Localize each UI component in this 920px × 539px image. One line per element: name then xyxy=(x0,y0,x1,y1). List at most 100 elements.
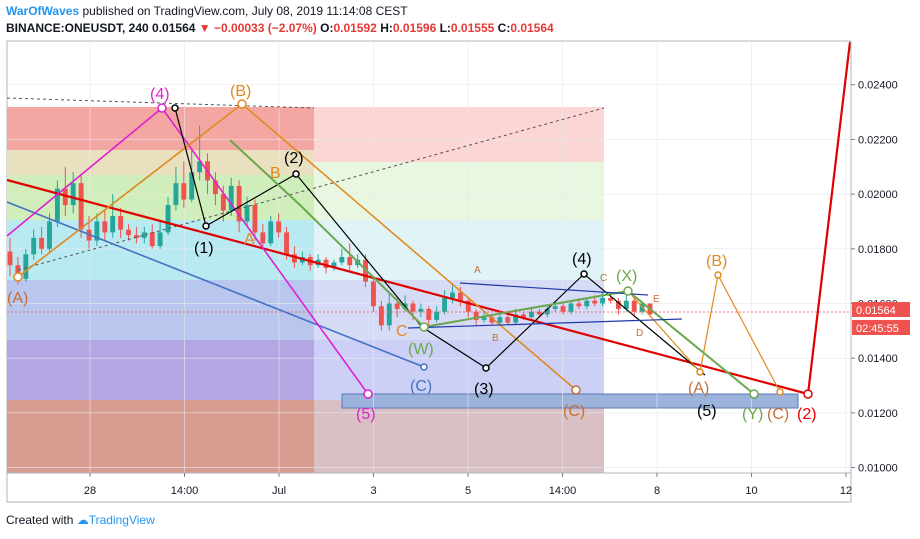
candle xyxy=(228,177,234,216)
publish-line: WarOfWaves published on TradingView.com,… xyxy=(6,4,408,18)
candle-body xyxy=(165,205,171,233)
wave-label: A xyxy=(244,231,255,248)
candle xyxy=(70,172,76,214)
zone-e xyxy=(7,340,314,400)
wave-label: (C) xyxy=(563,403,585,420)
wave-label: (C) xyxy=(767,406,789,423)
candle-body xyxy=(15,265,21,279)
candle-body xyxy=(284,232,289,255)
x-tick-label: 10 xyxy=(745,485,757,497)
down-arrow-icon: ▼ xyxy=(198,21,211,35)
candle xyxy=(110,194,116,238)
candle-body xyxy=(141,232,147,238)
wave-label: (Y) xyxy=(742,406,763,423)
candle xyxy=(347,243,353,271)
candle-body xyxy=(110,215,116,233)
price-badge-value: 0.01564 xyxy=(856,305,896,317)
dashed-line-diag xyxy=(17,107,605,271)
candle-body xyxy=(62,188,68,206)
wave-label: (4) xyxy=(150,86,170,103)
symbol: BINANCE:ONEUSDT, 240 xyxy=(6,21,149,35)
candle-body xyxy=(94,221,100,241)
footer-created-with: Created with xyxy=(6,513,74,527)
wave-label: (5) xyxy=(697,403,717,420)
candle-body xyxy=(394,303,400,309)
candle-body xyxy=(513,314,519,323)
candle-body xyxy=(434,311,440,320)
x-tick-label: 14:00 xyxy=(171,485,199,497)
candle xyxy=(584,298,590,309)
candle-body xyxy=(260,232,266,244)
candle-body xyxy=(465,300,471,312)
candle xyxy=(54,180,60,227)
footer-brand[interactable]: TradingView xyxy=(88,513,155,527)
x-axis: 28 14:00 Jul 3 5 14:00 8 10 12 xyxy=(84,473,852,497)
wave-label: (B) xyxy=(230,83,251,100)
candle-body xyxy=(481,317,487,320)
candle xyxy=(442,289,448,315)
close-label: C: xyxy=(497,21,511,35)
candle xyxy=(552,300,558,312)
candle xyxy=(189,150,195,203)
candle xyxy=(529,308,534,320)
wave-label: (X) xyxy=(616,268,637,285)
candle xyxy=(252,199,258,241)
candle-body xyxy=(331,262,337,268)
candle xyxy=(489,314,495,326)
target-box xyxy=(341,393,799,409)
price-badge-timer: 02:45:55 xyxy=(856,323,899,335)
candle-body xyxy=(39,237,45,249)
candle xyxy=(339,248,345,266)
candle-body xyxy=(489,317,495,323)
wave-label: (A) xyxy=(7,290,28,307)
wave-label: A xyxy=(474,265,481,276)
y-tick-label: 0.01000 xyxy=(858,463,898,475)
candle-body xyxy=(473,311,479,320)
candle-body xyxy=(291,254,297,263)
candle xyxy=(212,172,218,206)
candle xyxy=(165,196,171,236)
candle xyxy=(197,125,203,181)
candle-body xyxy=(378,306,384,326)
candle xyxy=(31,229,37,260)
red-trendline xyxy=(6,178,809,396)
y-tick-label: 0.01200 xyxy=(858,408,898,420)
candle-body xyxy=(244,205,250,222)
candle-body xyxy=(505,317,511,323)
candle-body xyxy=(418,308,424,312)
open-label: O: xyxy=(320,21,334,35)
candle-body xyxy=(31,237,37,255)
candle-body xyxy=(126,229,131,236)
zone-a xyxy=(7,150,314,175)
candle xyxy=(560,303,566,315)
zone-e2 xyxy=(314,340,604,400)
y-tick-label: 0.02400 xyxy=(858,80,898,92)
triangle-lower xyxy=(407,318,683,329)
wave-label: (A) xyxy=(688,380,709,397)
candle-body xyxy=(133,235,139,238)
tradingview-logo-icon[interactable]: ☁ xyxy=(76,513,89,527)
candle-body xyxy=(426,308,432,320)
symbol-line: BINANCE:ONEUSDT, 240 0.01564 ▼ −0.00033 … xyxy=(6,21,554,35)
low-value: 0.01555 xyxy=(450,21,495,35)
triangle-upper xyxy=(459,282,649,296)
candle xyxy=(260,224,266,249)
candle-body xyxy=(442,298,448,312)
x-tick-label: 14:00 xyxy=(549,485,577,497)
candle xyxy=(450,284,455,304)
open-value: 0.01592 xyxy=(333,21,377,35)
candle xyxy=(126,224,131,241)
candle xyxy=(568,300,574,315)
candle xyxy=(434,306,440,323)
zone-d xyxy=(7,280,314,340)
candle xyxy=(276,213,282,238)
wave-label: B xyxy=(492,333,499,344)
candle-body xyxy=(70,183,76,206)
candle xyxy=(497,314,503,326)
author-name[interactable]: WarOfWaves xyxy=(6,4,80,18)
candle xyxy=(426,306,432,326)
candle xyxy=(173,166,179,211)
candle-body xyxy=(576,303,582,307)
candle-body xyxy=(347,257,353,266)
